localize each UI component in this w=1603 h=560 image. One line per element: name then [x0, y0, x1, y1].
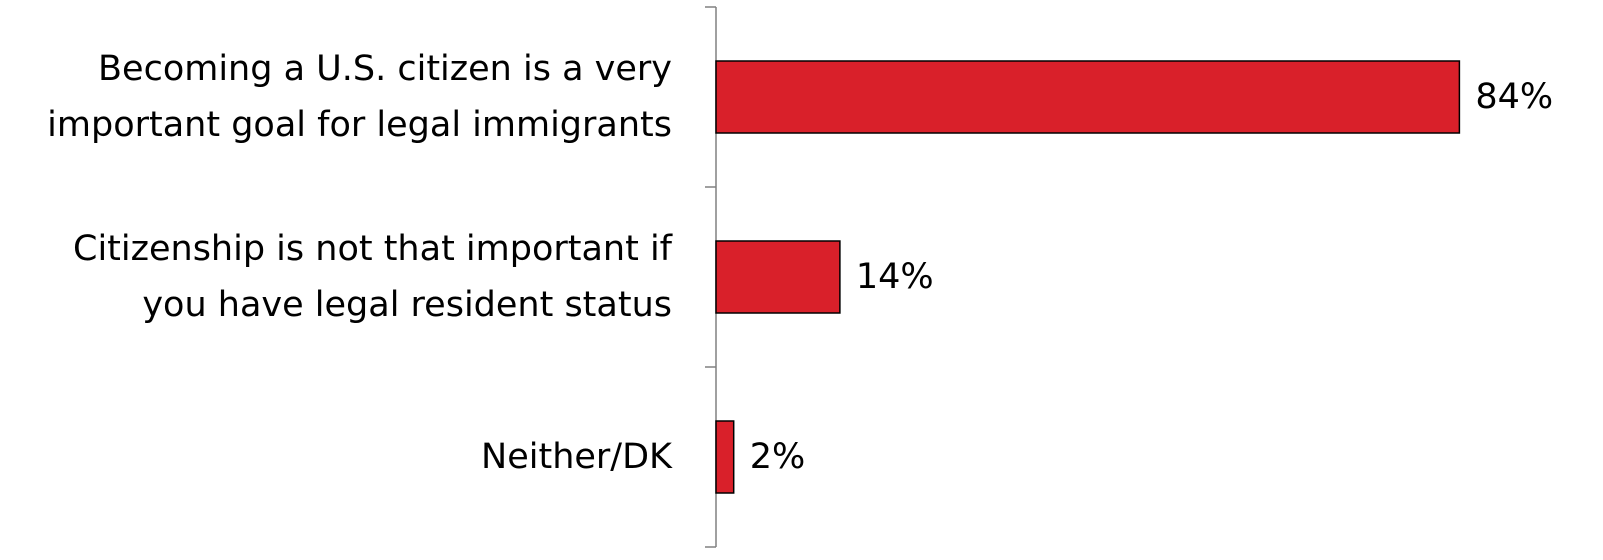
- category-label: Becoming a U.S. citizen is a very importa…: [47, 49, 672, 145]
- category-label-line: Citizenship is not that important if: [73, 229, 673, 269]
- value-labels: 84% 14% 2%: [750, 77, 1553, 477]
- category-label-line: important goal for legal immigrants: [47, 105, 672, 145]
- bar: [715, 240, 841, 314]
- bar: [715, 60, 1461, 134]
- category-labels: Becoming a U.S. citizen is a very importa…: [47, 49, 673, 477]
- category-label-line: Neither/DK: [481, 437, 673, 477]
- category-label: Citizenship is not that important if you …: [73, 229, 673, 325]
- data-label: 84%: [1475, 77, 1553, 117]
- data-label: 14%: [856, 257, 934, 297]
- data-label: 2%: [750, 437, 806, 477]
- category-label-line: you have legal resident status: [142, 285, 672, 325]
- bar: [715, 420, 735, 494]
- bars: [715, 60, 1461, 494]
- category-label-line: Becoming a U.S. citizen is a very: [98, 49, 672, 89]
- y-axis: [705, 6, 717, 548]
- category-label: Neither/DK: [481, 437, 673, 477]
